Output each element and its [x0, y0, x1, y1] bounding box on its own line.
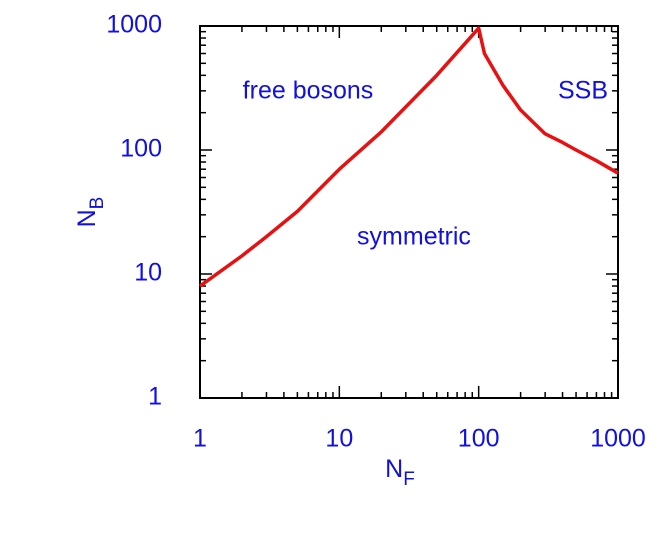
x-axis-label: NF — [385, 455, 415, 490]
x-tick-label: 1 — [193, 425, 207, 453]
y-label-sub: B — [87, 197, 108, 210]
annotation: SSB — [558, 77, 608, 105]
x-tick-label: 10 — [325, 425, 353, 453]
y-tick-label: 10 — [134, 259, 162, 287]
line-series — [198, 26, 619, 288]
y-label-main: N — [73, 209, 101, 227]
plot-frame — [199, 25, 619, 399]
x-label-main: N — [385, 455, 403, 483]
x-label-sub: F — [403, 469, 415, 490]
x-tick-label: 1000 — [590, 425, 646, 453]
y-axis-label: NB — [73, 197, 108, 228]
y-tick-label: 1000 — [106, 11, 162, 39]
y-tick-label: 1 — [148, 383, 162, 411]
y-tick-label: 100 — [120, 135, 162, 163]
annotation: free bosons — [243, 77, 374, 105]
annotation: symmetric — [357, 223, 471, 251]
x-tick-label: 100 — [458, 425, 500, 453]
